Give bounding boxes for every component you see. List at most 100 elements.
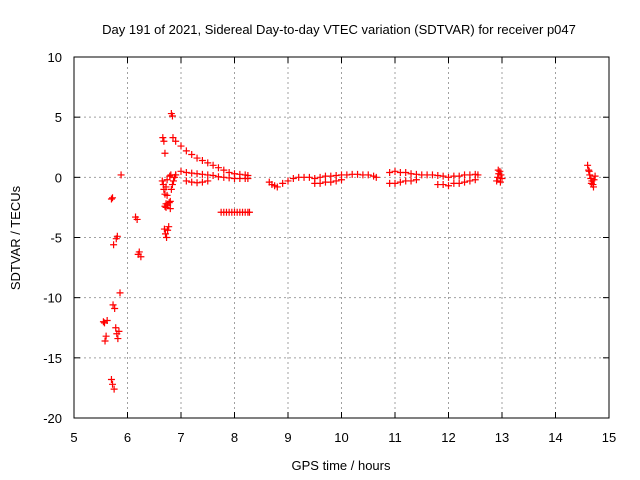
data-point xyxy=(101,337,109,345)
x-tick-label: 11 xyxy=(388,430,402,445)
data-point xyxy=(116,289,124,297)
y-tick-label: 5 xyxy=(55,110,62,125)
data-point xyxy=(172,171,180,179)
data-point xyxy=(165,199,173,207)
x-tick-label: 12 xyxy=(441,430,455,445)
data-point xyxy=(391,179,399,187)
data-point xyxy=(167,185,175,193)
y-tick-label: 0 xyxy=(55,170,62,185)
x-tick-label: 10 xyxy=(334,430,348,445)
data-point xyxy=(193,179,201,187)
data-point xyxy=(137,253,145,261)
data-point xyxy=(169,134,177,142)
data-point xyxy=(220,166,228,174)
data-point xyxy=(166,197,174,205)
data-point xyxy=(188,178,196,186)
data-point xyxy=(445,173,452,181)
data-point xyxy=(396,178,404,186)
y-axis-label: SDTVAR / TECUs xyxy=(8,185,23,290)
y-tick-label: -20 xyxy=(43,411,62,426)
data-point xyxy=(245,208,253,216)
data-point xyxy=(113,232,121,240)
data-point xyxy=(163,176,171,184)
data-point xyxy=(474,171,482,179)
data-point xyxy=(161,149,169,157)
data-point xyxy=(102,332,110,340)
data-point xyxy=(316,179,324,187)
data-point xyxy=(198,170,206,178)
chart-title: Day 191 of 2021, Sidereal Day-to-day VTE… xyxy=(102,22,576,37)
data-point xyxy=(455,179,463,187)
data-point xyxy=(193,170,201,178)
data-point xyxy=(162,200,170,208)
data-point xyxy=(114,335,122,343)
data-point xyxy=(590,176,598,184)
data-point xyxy=(164,226,172,234)
data-point xyxy=(193,154,201,162)
data-point xyxy=(466,171,474,179)
data-point xyxy=(182,177,190,185)
data-point xyxy=(386,169,394,177)
data-point xyxy=(343,171,351,179)
data-point xyxy=(493,177,501,185)
data-point xyxy=(591,172,599,180)
data-point xyxy=(391,167,399,175)
data-point xyxy=(587,179,595,187)
data-point xyxy=(177,142,185,150)
data-point xyxy=(188,169,196,177)
data-point xyxy=(434,172,442,180)
data-point xyxy=(584,161,592,169)
data-points xyxy=(99,110,599,393)
data-point xyxy=(220,173,228,181)
data-point xyxy=(168,112,176,120)
axis-ticks xyxy=(73,56,610,419)
grid-lines xyxy=(74,57,609,418)
data-point xyxy=(107,375,115,383)
y-tick-label: -15 xyxy=(43,351,62,366)
data-point xyxy=(117,171,125,179)
data-point xyxy=(109,194,117,202)
data-point xyxy=(402,169,410,177)
data-point xyxy=(589,183,597,191)
data-point xyxy=(407,170,415,178)
data-point xyxy=(498,175,506,183)
data-point xyxy=(214,173,222,181)
data-point xyxy=(496,178,504,186)
data-point xyxy=(273,183,281,191)
data-point xyxy=(198,156,206,164)
data-point xyxy=(412,176,420,184)
x-tick-label: 7 xyxy=(177,430,184,445)
data-point xyxy=(439,181,447,189)
data-point xyxy=(115,327,123,335)
data-point xyxy=(204,177,212,185)
data-point xyxy=(305,173,313,181)
data-point xyxy=(372,173,380,181)
data-point xyxy=(103,317,111,325)
data-point xyxy=(160,225,168,233)
data-point xyxy=(158,177,166,185)
data-point xyxy=(182,147,190,155)
data-point xyxy=(204,171,212,179)
data-point xyxy=(209,172,217,180)
data-point xyxy=(166,172,174,180)
data-point xyxy=(162,183,170,191)
data-point xyxy=(99,318,107,326)
data-point xyxy=(316,173,324,181)
data-point xyxy=(585,167,593,175)
data-point xyxy=(110,385,118,393)
y-tick-label: -5 xyxy=(50,231,62,246)
data-point xyxy=(111,304,119,312)
data-point xyxy=(109,301,117,309)
x-tick-label: 5 xyxy=(70,430,77,445)
data-point xyxy=(209,161,217,169)
x-axis-label: GPS time / hours xyxy=(292,458,391,473)
data-point xyxy=(496,167,504,175)
data-point xyxy=(354,170,362,178)
data-point xyxy=(455,172,463,180)
data-point xyxy=(364,171,372,179)
data-point xyxy=(327,178,335,186)
data-point xyxy=(163,234,171,241)
data-point xyxy=(110,241,118,249)
data-point xyxy=(204,159,212,167)
